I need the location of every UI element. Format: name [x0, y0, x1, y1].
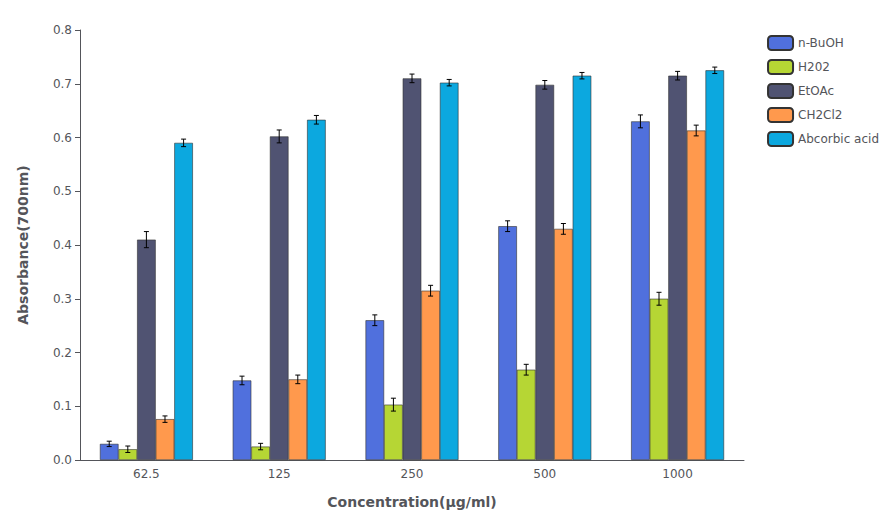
svg-text:0.1: 0.1: [53, 399, 72, 413]
svg-text:0.3: 0.3: [53, 292, 72, 306]
svg-text:250: 250: [401, 467, 424, 481]
svg-text:0.4: 0.4: [53, 238, 72, 252]
svg-text:0.0: 0.0: [53, 453, 72, 467]
svg-text:n-BuOH: n-BuOH: [798, 36, 844, 50]
svg-text:Absorbance(700nm): Absorbance(700nm): [15, 165, 31, 325]
svg-text:500: 500: [533, 467, 556, 481]
svg-text:62.5: 62.5: [133, 467, 160, 481]
svg-text:1000: 1000: [662, 467, 693, 481]
svg-text:125: 125: [268, 467, 291, 481]
svg-text:Concentration(μg/ml): Concentration(μg/ml): [327, 494, 496, 510]
svg-text:0.5: 0.5: [53, 184, 72, 198]
svg-text:EtOAc: EtOAc: [798, 84, 834, 98]
svg-text:0.2: 0.2: [53, 346, 72, 360]
svg-text:0.8: 0.8: [53, 23, 72, 37]
svg-text:Abcorbic acid: Abcorbic acid: [798, 132, 879, 146]
svg-text:0.6: 0.6: [53, 131, 72, 145]
svg-text:0.7: 0.7: [53, 77, 72, 91]
svg-text:H202: H202: [798, 60, 830, 74]
svg-text:CH2Cl2: CH2Cl2: [798, 108, 842, 122]
